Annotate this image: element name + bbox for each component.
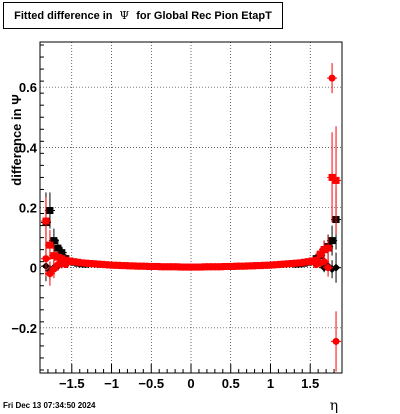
y-tick-label: 0.6 [19,80,37,95]
data-point [332,176,340,184]
title-suffix: for Global Rec Pion EtapT [136,9,272,22]
x-tick-label: 1.5 [301,376,319,391]
data-point [296,259,304,267]
data-point [324,244,332,252]
data-point [54,244,62,252]
data-point [316,250,324,258]
x-axis-title: η [330,398,338,414]
title-prefix: Fitted difference in [14,9,113,22]
axis-ticks: −1.5 −1 −0.5 0 0.5 1 1.5 −0.2 0 0.2 0.4 0.6 [11,44,335,391]
data-point [328,173,336,181]
data-point [58,249,66,257]
y-tick-label: 0 [30,261,37,276]
title-psi-symbol: Ψ [119,9,130,22]
data-point [50,237,58,245]
data-point [332,337,340,345]
data-point [328,74,336,82]
chart-title: Fitted difference in Ψ for Global Rec Pi… [3,2,283,29]
y-tick-label: 0.2 [19,201,37,216]
data-point [74,258,82,266]
series-2 [40,126,342,271]
data-point [66,257,74,265]
x-tick-label: −1.5 [59,376,85,391]
datestamp: Fri Dec 13 07:34:50 2024 [3,401,96,410]
data-point [54,253,62,261]
x-tick-label: 0 [187,376,194,391]
data-point [320,246,328,254]
y-axis-title: difference in Ψ [9,94,24,185]
data-point [42,217,50,225]
data-point [332,263,341,272]
data-point [312,256,320,264]
data-point [42,255,50,263]
series-3 [40,63,342,372]
data-point [324,264,332,272]
y-tick-label: −0.2 [11,321,37,336]
data-point [46,241,54,249]
data-series [40,63,342,372]
x-tick-label: −0.5 [138,376,164,391]
data-point [46,207,54,215]
data-point [58,255,66,263]
data-point [62,256,70,264]
x-tick-label: 1 [267,376,274,391]
data-point [308,257,316,265]
x-tick-label: 0.5 [222,376,240,391]
y-tick-label: 0.4 [19,140,38,155]
grid-lines [40,42,342,373]
data-point [62,261,70,269]
data-point [70,258,78,266]
x-tick-label: −1 [104,376,119,391]
data-point [50,252,58,260]
data-point [46,270,54,278]
data-point [320,258,328,266]
data-point [300,258,308,266]
data-point [304,258,312,266]
data-point [50,265,58,273]
data-point [328,237,336,245]
